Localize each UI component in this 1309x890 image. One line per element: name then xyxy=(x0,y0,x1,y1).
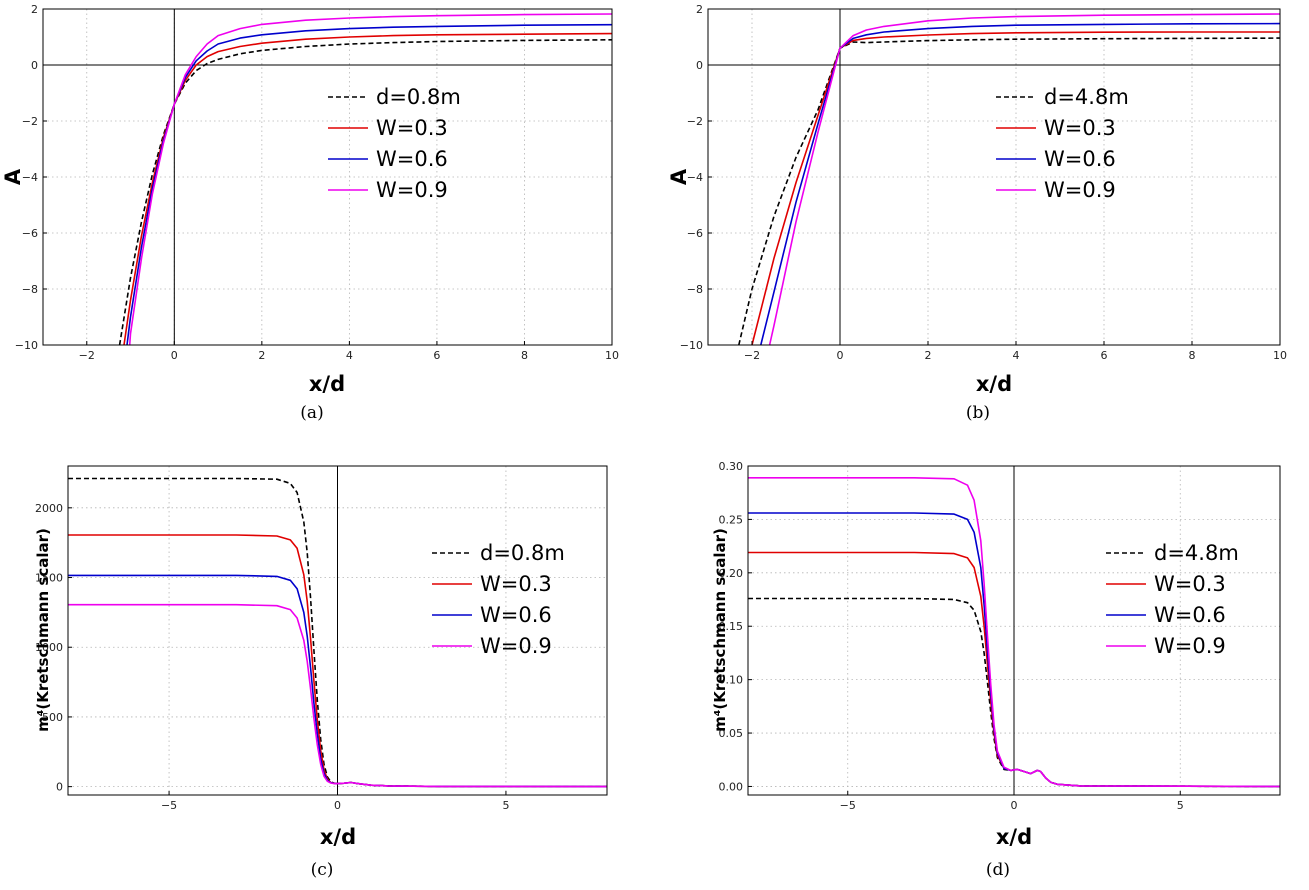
legend-entry: W=0.6 xyxy=(376,147,448,171)
y-tick-label: 0.20 xyxy=(719,567,744,580)
y-axis-label: m⁴(Kretschmann scalar) xyxy=(34,528,52,732)
y-tick-label: 0 xyxy=(56,781,63,794)
legend-entry: d=4.8m xyxy=(1044,85,1129,109)
x-tick-label: 5 xyxy=(502,799,509,812)
series-group xyxy=(68,477,607,788)
y-tick-label: −2 xyxy=(687,115,703,128)
y-tick-label: −8 xyxy=(22,283,38,296)
legend: d=4.8m W=0.3 W=0.6 W=0.9 xyxy=(1106,541,1239,658)
x-tick-label: −5 xyxy=(161,799,177,812)
legend-entry: W=0.3 xyxy=(376,116,448,140)
x-tick-label: 0 xyxy=(1011,799,1018,812)
y-tick-label: −6 xyxy=(22,227,38,240)
panel-caption: (a) xyxy=(300,403,323,423)
x-tick-label: −5 xyxy=(840,799,856,812)
y-tick-label: 0.25 xyxy=(719,513,744,526)
y-tick-label: 500 xyxy=(42,711,63,724)
panel-caption: (b) xyxy=(966,403,990,423)
y-tick-label: 0.10 xyxy=(719,674,744,687)
x-axis-label: x/d xyxy=(996,825,1032,849)
x-tick-label: 8 xyxy=(1189,349,1196,362)
y-axis-label: m⁴(Kretschmann scalar) xyxy=(711,528,729,732)
series-line-0 xyxy=(68,477,607,788)
panel-caption: (c) xyxy=(311,860,334,880)
y-tick-label: 0.15 xyxy=(719,620,744,633)
legend: d=4.8m W=0.3 W=0.6 W=0.9 xyxy=(996,85,1129,202)
y-tick-label: 1500 xyxy=(35,572,63,585)
x-tick-label: 0 xyxy=(171,349,178,362)
x-tick-label: 5 xyxy=(1177,799,1184,812)
y-tick-label: −4 xyxy=(687,171,703,184)
x-tick-label: 6 xyxy=(1101,349,1108,362)
legend-entry: W=0.6 xyxy=(480,603,552,627)
x-axis-label: x/d xyxy=(320,825,356,849)
legend-entry: W=0.3 xyxy=(1154,572,1226,596)
y-tick-label: 0.05 xyxy=(719,727,744,740)
x-axis-label: x/d xyxy=(976,372,1012,396)
x-tick-label: 0 xyxy=(334,799,341,812)
legend-entry: W=0.9 xyxy=(376,178,448,202)
y-tick-label: 0.30 xyxy=(719,460,744,473)
legend-entry: d=0.8m xyxy=(376,85,461,109)
legend: d=0.8m W=0.3 W=0.6 W=0.9 xyxy=(432,541,565,658)
x-tick-label: 0 xyxy=(837,349,844,362)
series-line-0 xyxy=(118,39,612,345)
x-axis-label: x/d xyxy=(309,372,345,396)
legend: d=0.8m W=0.3 W=0.6 W=0.9 xyxy=(328,85,461,202)
y-tick-label: −10 xyxy=(15,339,38,352)
x-tick-label: 10 xyxy=(605,349,619,362)
series-line-0 xyxy=(738,37,1280,345)
legend-entry: W=0.6 xyxy=(1154,603,1226,627)
series-group xyxy=(748,476,1280,788)
panel-b: −2 0 2 4 6 8 10 −10 −8 −6 −4 −2 0 2 x/d Ad=4.8m W=0.3 W=0… xyxy=(667,3,1287,423)
series-line-2 xyxy=(760,22,1280,345)
series-line-1 xyxy=(123,32,612,345)
y-tick-label: 0 xyxy=(696,59,703,72)
y-tick-label: −10 xyxy=(680,339,703,352)
legend-entry: d=0.8m xyxy=(480,541,565,565)
x-tick-label: 6 xyxy=(433,349,440,362)
y-tick-label: 0.00 xyxy=(719,780,744,793)
y-tick-label: −8 xyxy=(687,283,703,296)
y-tick-label: 2 xyxy=(696,3,703,16)
x-tick-label: −2 xyxy=(744,349,760,362)
panel-caption: (d) xyxy=(986,860,1010,880)
y-tick-label: 1000 xyxy=(35,641,63,654)
x-tick-label: −2 xyxy=(79,349,95,362)
y-tick-label: −6 xyxy=(687,227,703,240)
legend-entry: W=0.9 xyxy=(1154,634,1226,658)
series-line-1 xyxy=(751,31,1280,345)
legend-entry: W=0.9 xyxy=(480,634,552,658)
x-tick-label: 4 xyxy=(1013,349,1020,362)
y-axis-label: A xyxy=(667,168,691,185)
series-line-3 xyxy=(68,603,607,788)
x-tick-label: 10 xyxy=(1273,349,1287,362)
y-tick-label: 0 xyxy=(31,59,38,72)
x-tick-label: 4 xyxy=(346,349,353,362)
series-group xyxy=(118,13,612,345)
series-line-2 xyxy=(126,23,612,345)
legend-entry: W=0.3 xyxy=(480,572,552,596)
series-group xyxy=(738,13,1280,345)
y-tick-label: 2000 xyxy=(35,502,63,515)
y-tick-label: −4 xyxy=(22,171,38,184)
x-tick-label: 2 xyxy=(258,349,265,362)
legend-entry: W=0.6 xyxy=(1044,147,1116,171)
y-axis-label: A xyxy=(1,168,25,185)
series-line-3 xyxy=(768,13,1280,345)
panel-a: −2 0 2 4 6 8 10 −10 −8 −6 −4 −2 0 2 x/d Ad=0.8m W=0.3 W=0… xyxy=(1,3,619,423)
series-line-3 xyxy=(748,476,1280,788)
y-tick-label: −2 xyxy=(22,115,38,128)
panel-c: −5 0 5 0 500 1000 1500 2000 x/d m⁴(Kretschmann sc… xyxy=(34,465,608,880)
legend-entry: W=0.3 xyxy=(1044,116,1116,140)
panel-d: −5 0 5 0.00 0.05 0.10 0.15 0.20 0.25 0.30 x/d m⁴(Kr… xyxy=(711,460,1281,880)
legend-entry: W=0.9 xyxy=(1044,178,1116,202)
x-tick-label: 2 xyxy=(925,349,932,362)
y-tick-label: 2 xyxy=(31,3,38,16)
legend-entry: d=4.8m xyxy=(1154,541,1239,565)
series-line-3 xyxy=(128,13,612,345)
x-tick-label: 8 xyxy=(521,349,528,362)
